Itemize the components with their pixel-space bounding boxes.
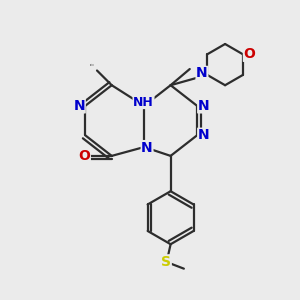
Text: N: N: [74, 99, 85, 113]
Text: S: S: [161, 255, 171, 269]
Text: methyl: methyl: [90, 64, 95, 65]
Text: N: N: [141, 141, 153, 154]
Text: NH: NH: [133, 95, 154, 109]
Text: methyl: methyl: [90, 65, 95, 66]
Text: O: O: [244, 47, 255, 61]
Text: N: N: [196, 66, 208, 80]
Text: N: N: [198, 99, 209, 113]
Text: O: O: [78, 149, 90, 163]
Text: N: N: [198, 128, 209, 142]
